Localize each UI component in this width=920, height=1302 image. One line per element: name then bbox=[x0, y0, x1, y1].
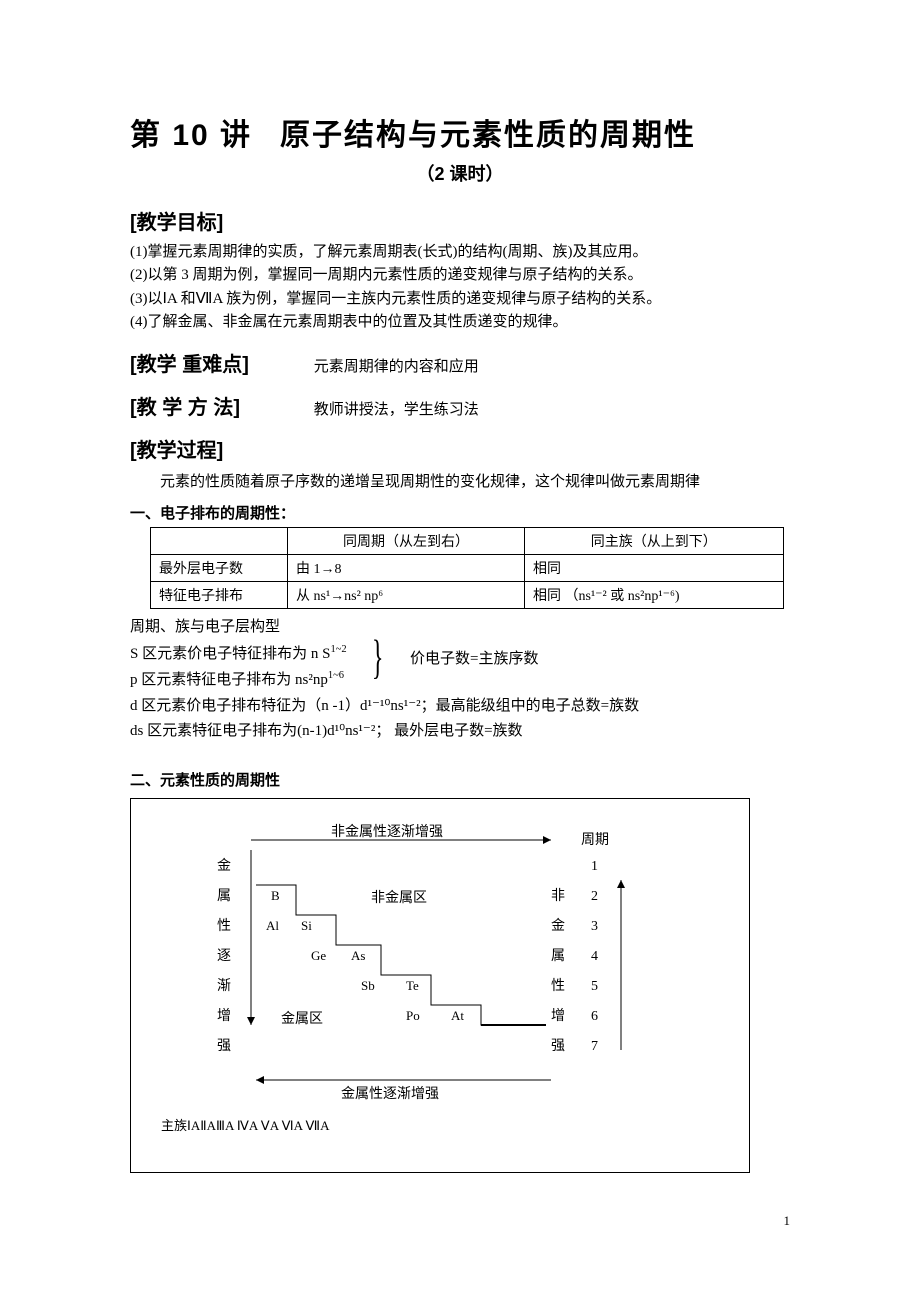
svg-text:强: 强 bbox=[217, 1039, 231, 1054]
svg-text:5: 5 bbox=[591, 979, 598, 994]
method-text: 教师讲授法，学生练习法 bbox=[314, 402, 479, 418]
element-symbol: Al bbox=[266, 918, 279, 933]
cell: 最外层电子数 bbox=[151, 555, 288, 582]
element-symbol: Te bbox=[406, 978, 419, 993]
title-row: 第 10 讲 原子结构与元素性质的周期性 bbox=[130, 110, 790, 154]
method-label: [教 学 方 法] bbox=[130, 391, 310, 420]
svg-text:性: 性 bbox=[217, 918, 231, 934]
subtitle: （2 课时） bbox=[130, 160, 790, 186]
svg-text:属: 属 bbox=[551, 949, 565, 964]
element-symbol: At bbox=[451, 1008, 464, 1023]
goal-item: (3)以ⅠA 和ⅦA 族为例，掌握同一主族内元素性质的递变规律与原子结构的关系。 bbox=[130, 288, 790, 311]
element-symbol: Ge bbox=[311, 948, 326, 963]
svg-text:6: 6 bbox=[591, 1009, 598, 1024]
svg-text:1: 1 bbox=[591, 859, 598, 874]
periodic-diagram-box: 非金属性逐渐增强 周期 金 属 性 逐 渐 增 强 非 金 属 性 增 强 bbox=[130, 798, 750, 1173]
svg-text:金: 金 bbox=[551, 918, 565, 934]
svg-text:7: 7 bbox=[591, 1039, 598, 1054]
process-heading: [教学过程] bbox=[130, 434, 790, 463]
cell: 同周期（从左到右） bbox=[288, 528, 525, 555]
table-row: 最外层电子数 由 1→8 相同 bbox=[151, 555, 784, 582]
cell: 同主族（从上到下） bbox=[525, 528, 784, 555]
goal-item: (2)以第 3 周期为例，掌握同一周期内元素性质的递变规律与原子结构的关系。 bbox=[130, 264, 790, 287]
element-symbol: B bbox=[271, 888, 280, 903]
nonmetal-region-label: 非金属区 bbox=[371, 890, 427, 906]
title-main: 原子结构与元素性质的周期性 bbox=[280, 119, 696, 152]
main-group-labels: 主族ⅠAⅡAⅢA ⅣA ⅤA ⅥA ⅦA bbox=[161, 1118, 330, 1133]
cell bbox=[151, 528, 288, 555]
svg-text:逐: 逐 bbox=[217, 948, 231, 964]
top-arrow-label: 非金属性逐渐增强 bbox=[331, 824, 443, 840]
title-prefix: 第 10 讲 bbox=[130, 119, 252, 152]
brace-label: 价电子数=主族序数 bbox=[410, 647, 538, 673]
cell: 相同 bbox=[525, 555, 784, 582]
sub2-heading: 二、元素性质的周期性 bbox=[130, 769, 790, 790]
svg-text:3: 3 bbox=[591, 919, 598, 934]
element-symbol: As bbox=[351, 948, 365, 963]
note-line: 周期、族与电子层构型 bbox=[130, 615, 790, 641]
note-line: d 区元素价电子排布特征为（n -1）d¹⁻¹⁰ns¹⁻²；最高能级组中的电子总… bbox=[130, 694, 790, 720]
goal-item: (4)了解金属、非金属在元素周期表中的位置及其性质递变的规律。 bbox=[130, 311, 790, 334]
svg-text:金: 金 bbox=[217, 858, 231, 874]
brace-icon: } bbox=[372, 633, 384, 681]
period-label: 周期 bbox=[581, 832, 609, 848]
svg-text:2: 2 bbox=[591, 889, 598, 904]
page: 第 10 讲 原子结构与元素性质的周期性 （2 课时） [教学目标] (1)掌握… bbox=[0, 0, 920, 1289]
right-vertical-label: 非 金 属 性 增 强 bbox=[551, 888, 565, 1054]
svg-text:强: 强 bbox=[551, 1039, 565, 1054]
cell: 相同 （ns¹⁻² 或 ns²np¹⁻⁶) bbox=[525, 582, 784, 609]
svg-text:属: 属 bbox=[217, 889, 231, 904]
svg-text:4: 4 bbox=[591, 949, 598, 964]
sub1-heading: 一、电子排布的周期性： bbox=[130, 502, 790, 523]
bottom-arrow-label: 金属性逐渐增强 bbox=[341, 1086, 439, 1102]
difficulties-row: [教学 重难点] 元素周期律的内容和应用 bbox=[130, 348, 790, 377]
svg-text:渐: 渐 bbox=[217, 978, 231, 994]
element-symbol: Po bbox=[406, 1008, 420, 1023]
svg-text:性: 性 bbox=[551, 978, 565, 994]
svg-text:增: 增 bbox=[217, 1008, 231, 1024]
svg-text:增: 增 bbox=[551, 1008, 565, 1024]
left-vertical-label: 金 属 性 逐 渐 增 强 bbox=[217, 858, 231, 1054]
cell: 由 1→8 bbox=[288, 555, 525, 582]
periodicity-table: 同周期（从左到右） 同主族（从上到下） 最外层电子数 由 1→8 相同 特征电子… bbox=[150, 527, 784, 609]
cell: 特征电子排布 bbox=[151, 582, 288, 609]
goal-item: (1)掌握元素周期律的实质，了解元素周期表(长式)的结构(周期、族)及其应用。 bbox=[130, 241, 790, 264]
element-symbol: Si bbox=[301, 918, 312, 933]
note-line: ds 区元素特征电子排布为(n-1)d¹⁰ns¹⁻²； 最外层电子数=族数 bbox=[130, 719, 790, 745]
periodic-diagram-svg: 非金属性逐渐增强 周期 金 属 性 逐 渐 增 强 非 金 属 性 增 强 bbox=[151, 815, 731, 1155]
element-symbol: Sb bbox=[361, 978, 375, 993]
table-row: 同周期（从左到右） 同主族（从上到下） bbox=[151, 528, 784, 555]
cell: 从 ns¹→ns² np⁶ bbox=[288, 582, 525, 609]
difficulties-label: [教学 重难点] bbox=[130, 348, 310, 377]
svg-text:非: 非 bbox=[551, 888, 565, 904]
table-row: 特征电子排布 从 ns¹→ns² np⁶ 相同 （ns¹⁻² 或 ns²np¹⁻… bbox=[151, 582, 784, 609]
metal-region-label: 金属区 bbox=[281, 1011, 323, 1027]
process-lead: 元素的性质随着原子序数的递增呈现周期性的变化规律，这个规律叫做元素周期律 bbox=[130, 471, 790, 494]
difficulties-text: 元素周期律的内容和应用 bbox=[314, 359, 479, 375]
page-number: 1 bbox=[130, 1213, 790, 1229]
electron-notes: 周期、族与电子层构型 S 区元素价电子特征排布为 n S1~2 p 区元素特征电… bbox=[130, 615, 790, 745]
goals-heading: [教学目标] bbox=[130, 206, 790, 235]
method-row: [教 学 方 法] 教师讲授法，学生练习法 bbox=[130, 391, 790, 420]
